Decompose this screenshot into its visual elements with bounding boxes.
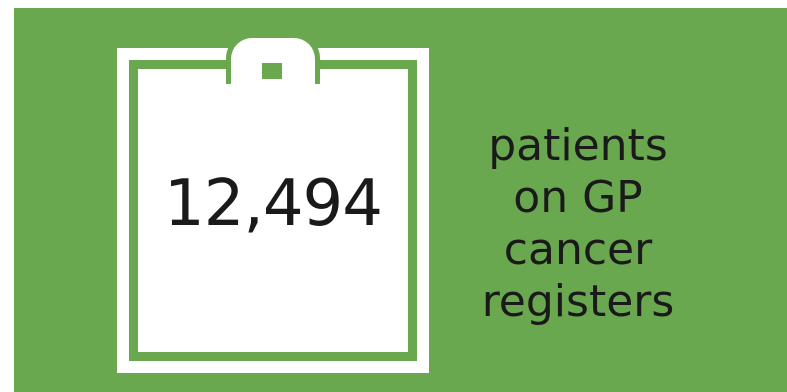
stat-value: 12,494: [164, 167, 383, 241]
clipboard-paper: [138, 69, 408, 352]
stat-caption: patients on GP cancer registers: [458, 120, 698, 328]
caption-line: on GP: [513, 172, 643, 223]
caption-line: patients: [488, 120, 668, 171]
clipboard-clip-hole: [262, 63, 282, 79]
caption-line: cancer: [503, 224, 653, 275]
caption-line: registers: [481, 276, 675, 327]
